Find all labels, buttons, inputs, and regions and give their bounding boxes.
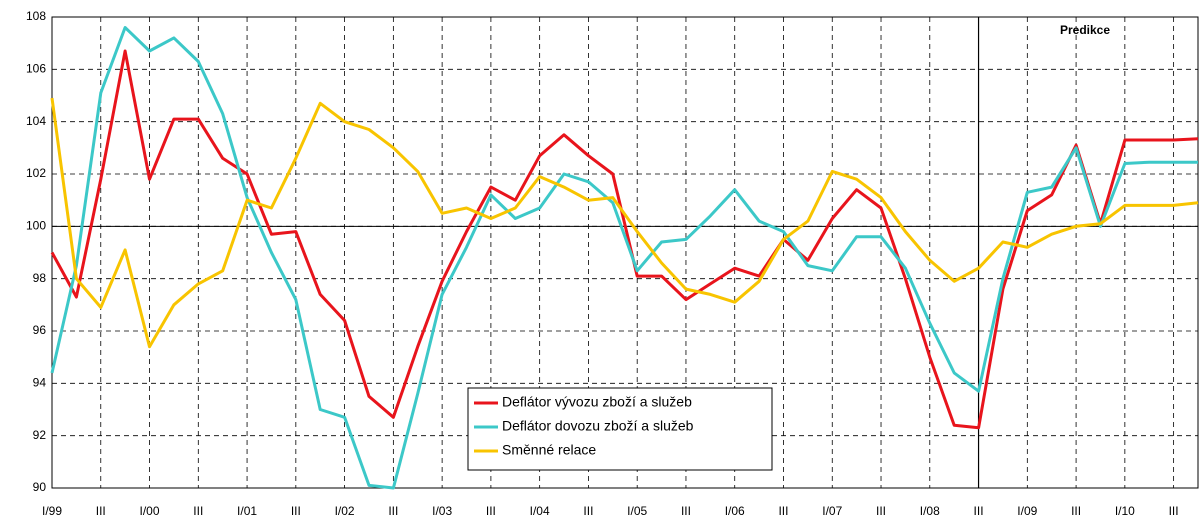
x-tick-label: III: [1071, 504, 1081, 518]
y-tick-label: 90: [33, 480, 47, 494]
x-tick-label: III: [583, 504, 593, 518]
x-tick-label: III: [974, 504, 984, 518]
x-tick-label: I/03: [432, 504, 452, 518]
y-tick-label: 102: [26, 166, 46, 180]
y-tick-label: 100: [26, 219, 46, 233]
y-tick-label: 96: [33, 323, 47, 337]
legend-box: [467, 387, 773, 471]
x-tick-label: III: [388, 504, 398, 518]
x-tick-label: I/02: [335, 504, 355, 518]
x-tick-label: III: [778, 504, 788, 518]
x-tick-label: I/01: [237, 504, 257, 518]
x-tick-label: I/04: [530, 504, 550, 518]
x-tick-label: I/06: [725, 504, 745, 518]
legend-label: Deflátor dovozu zboží a služeb: [502, 418, 694, 434]
x-tick-label: III: [876, 504, 886, 518]
x-tick-label: III: [681, 504, 691, 518]
x-tick-label: III: [291, 504, 301, 518]
y-tick-label: 98: [33, 271, 47, 285]
x-tick-label: I/05: [627, 504, 647, 518]
x-tick-label: I/09: [1017, 504, 1037, 518]
x-tick-label: I/08: [920, 504, 940, 518]
y-tick-label: 104: [26, 114, 46, 128]
x-tick-label: III: [193, 504, 203, 518]
x-tick-label: I/99: [42, 504, 62, 518]
x-tick-label: III: [486, 504, 496, 518]
x-tick-label: III: [1169, 504, 1179, 518]
y-tick-label: 92: [33, 428, 47, 442]
y-tick-label: 106: [26, 62, 46, 76]
y-tick-label: 108: [26, 9, 46, 23]
legend-label: Deflátor vývozu zboží a služeb: [502, 394, 692, 410]
y-tick-label: 94: [33, 376, 47, 390]
x-tick-label: I/07: [822, 504, 842, 518]
x-tick-label: I/00: [140, 504, 160, 518]
series-line: [50, 97, 1199, 349]
x-tick-label: I/10: [1115, 504, 1135, 518]
x-tick-label: III: [96, 504, 106, 518]
series-line: [50, 49, 1199, 430]
series-line: [50, 26, 1198, 490]
annotation: Predikce: [1060, 23, 1110, 37]
legend-label: Směnné relace: [502, 442, 596, 458]
